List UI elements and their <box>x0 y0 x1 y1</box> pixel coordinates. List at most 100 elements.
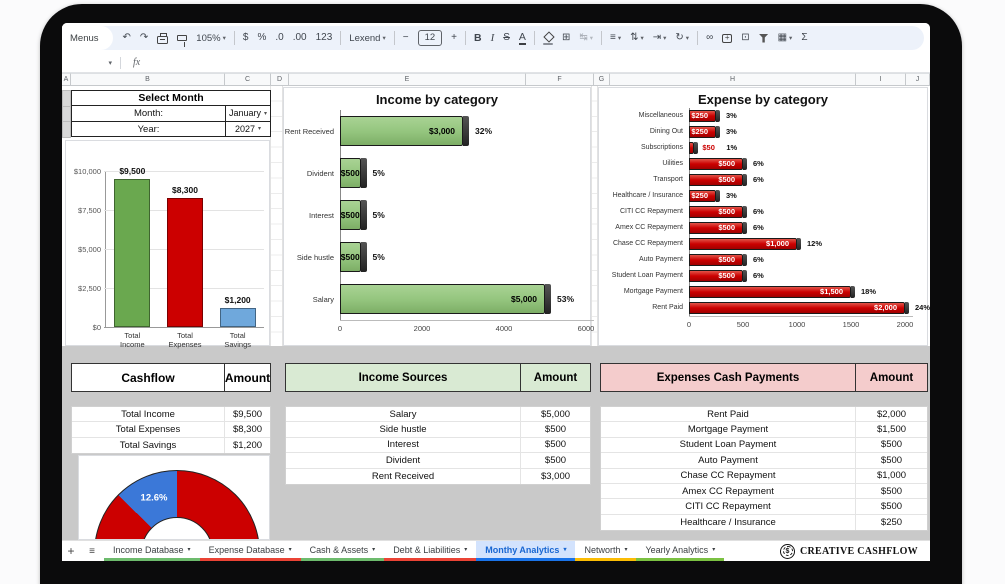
table-row[interactable]: Side hustle $500 <box>286 422 590 438</box>
table-row[interactable]: Chase CC Repayment $1,000 <box>601 468 927 484</box>
format-currency-button[interactable]: $ <box>242 32 249 43</box>
sheet-tabs: Income Database ▾ Expense Database ▾ Cash & … <box>104 541 725 561</box>
horizontal-align-button[interactable]: ≡ ▾ <box>609 32 622 43</box>
text-color-button[interactable]: A <box>518 30 526 45</box>
cell[interactable] <box>62 106 71 123</box>
cashflow-summary-chart[interactable]: $0 $2,500 $5,000 $7,500 $10,000 $9,500 Total I… <box>65 140 270 348</box>
more-formats-button[interactable]: 123 <box>315 32 333 43</box>
redo-button[interactable]: ↷ <box>139 32 149 43</box>
table-header-cell: Cashflow <box>72 364 225 391</box>
table-cell: Salary <box>286 407 521 422</box>
table-row[interactable]: Auto Payment $500 <box>601 453 927 469</box>
menus-button[interactable]: Menus <box>62 26 113 50</box>
table-views-button[interactable]: ▦ ▾ <box>777 32 793 43</box>
column-header-g[interactable]: G <box>594 73 610 86</box>
column-header-h[interactable]: H <box>610 73 856 86</box>
text-rotation-button[interactable]: ↻ ▾ <box>675 32 690 43</box>
table-header-cell: Amount <box>224 370 271 385</box>
paint-format-button[interactable] <box>173 28 191 48</box>
table-row[interactable]: Amex CC Repayment $500 <box>601 483 927 500</box>
table-cell: $1,000 <box>876 470 907 482</box>
decrease-decimal-button[interactable]: .0 <box>275 32 284 43</box>
font-select[interactable]: Lexend ▾ <box>349 32 386 44</box>
sheet-tab-yearly-analytics[interactable]: Yearly Analytics ▾ <box>636 541 725 561</box>
name-box[interactable]: ▾ <box>62 59 120 67</box>
category-bar <box>689 110 716 122</box>
font-size-field[interactable]: 12 <box>414 28 447 48</box>
insert-comment-button[interactable] <box>718 28 736 48</box>
month-dropdown[interactable]: January ▾ <box>225 106 270 121</box>
table-row[interactable]: CITI CC Repayment $500 <box>601 499 927 515</box>
expense-by-category-chart[interactable]: Expense by category 0 500 1000 1500 2000 Misce… <box>598 87 930 346</box>
table-row[interactable]: Total Income $9,500 <box>72 407 270 423</box>
column-header-d[interactable]: D <box>271 73 289 86</box>
add-sheet-button[interactable]: + <box>67 544 75 558</box>
sheet-tab-networth[interactable]: Networth ▾ <box>575 541 637 561</box>
income-by-category-chart[interactable]: Income by category 0 2000 4000 6000 Rent Rece… <box>283 87 594 346</box>
toolbar-divider <box>533 31 535 45</box>
toolbar-buttons: ↶ ↷ 105% ▾ $% .0 .00 123 Lexend ▾ −12 + B I S A ⊞ ↹ ▾ ≡ ▾ ⇅ ▾ ⇥… <box>119 28 812 48</box>
table-row[interactable]: Student Loan Payment $500 <box>601 437 927 454</box>
decrease-font-size-button[interactable]: − <box>402 32 409 43</box>
table-row[interactable]: Divident $500 <box>286 453 590 469</box>
column-header-j[interactable]: J <box>906 73 930 86</box>
undo-button[interactable]: ↶ <box>122 32 131 43</box>
cell[interactable] <box>62 122 71 138</box>
table-row[interactable]: Rent Received $3,000 <box>286 468 590 484</box>
category-bar <box>340 200 361 230</box>
increase-decimal-button[interactable]: .00 <box>292 32 307 43</box>
zoom-select[interactable]: 105% ▾ <box>196 32 226 44</box>
tab-caret-icon: ▾ <box>464 547 468 553</box>
table-row[interactable]: Total Savings $1,200 <box>72 437 270 454</box>
column-header-i[interactable]: I <box>856 73 906 86</box>
table-cell: Interest <box>286 437 521 453</box>
insert-chart-button[interactable]: ⊡ <box>741 32 750 43</box>
cell[interactable] <box>62 91 71 107</box>
toolbar-divider <box>233 31 235 45</box>
sheet-tab-expense-database[interactable]: Expense Database ▾ <box>199 541 301 561</box>
expense-by-category-title: Expense by category <box>697 92 829 107</box>
table-row[interactable]: Interest $500 <box>286 437 590 454</box>
increase-font-size-button[interactable]: + <box>451 32 457 43</box>
tab-caret-icon: ▾ <box>372 547 376 553</box>
savings-gauge-chart[interactable]: 12.6% <box>78 455 270 540</box>
column-header-f[interactable]: F <box>526 73 594 86</box>
borders-button[interactable]: ⊞ <box>561 32 571 43</box>
vertical-align-button[interactable]: ⇅ ▾ <box>630 32 644 43</box>
table-rows: Total Income $9,500 Total Expenses $8,300 To… <box>71 406 271 455</box>
category-bar <box>689 286 851 298</box>
sheet-tab-debt-liabilities[interactable]: Debt & Liabilities ▾ <box>384 541 477 561</box>
table-row[interactable]: Mortgage Payment $1,500 <box>601 422 927 438</box>
merge-cells-button[interactable]: ↹ ▾ <box>579 32 593 43</box>
print-button[interactable] <box>153 28 172 48</box>
column-header-a[interactable]: A <box>62 73 71 86</box>
table-header-cell: Amount <box>869 371 914 384</box>
summary-bar <box>114 178 151 327</box>
month-label: Month: <box>133 108 164 119</box>
all-sheets-menu-icon[interactable]: ≡ <box>89 545 95 557</box>
table-row[interactable]: Salary $5,000 <box>286 407 590 423</box>
italic-button[interactable]: I <box>490 32 495 44</box>
column-header-e[interactable]: E <box>289 73 526 86</box>
text-wrap-button[interactable]: ⇥ ▾ <box>652 32 667 43</box>
table-cell: Rent Paid <box>601 407 856 422</box>
table-header: Income Sources Amount <box>285 363 591 392</box>
table-row[interactable]: Total Expenses $8,300 <box>72 422 270 438</box>
functions-button[interactable]: Σ <box>801 32 808 43</box>
column-header-c[interactable]: C <box>225 73 271 86</box>
year-dropdown[interactable]: 2027 ▾ <box>225 121 270 136</box>
table-cell: $1,200 <box>232 439 263 451</box>
create-filter-button[interactable] <box>755 28 773 48</box>
table-row[interactable]: Rent Paid $2,000 <box>601 407 927 423</box>
column-header-b[interactable]: B <box>71 73 225 86</box>
strikethrough-button[interactable]: S <box>503 32 510 43</box>
tab-caret-icon: ▾ <box>563 547 567 553</box>
insert-link-button[interactable]: ∞ <box>706 32 714 43</box>
sheet-tab-monthy-analytics[interactable]: Monthy Analytics ▾ <box>476 541 576 561</box>
fill-color-button[interactable] <box>539 28 557 48</box>
bold-button[interactable]: B <box>473 32 482 44</box>
sheet-tab-cash-assets[interactable]: Cash & Assets ▾ <box>300 541 385 561</box>
sheet-tab-income-database[interactable]: Income Database ▾ <box>104 541 200 561</box>
format-percent-button[interactable]: % <box>257 32 267 43</box>
table-row[interactable]: Healthcare / Insurance $250 <box>601 514 927 531</box>
